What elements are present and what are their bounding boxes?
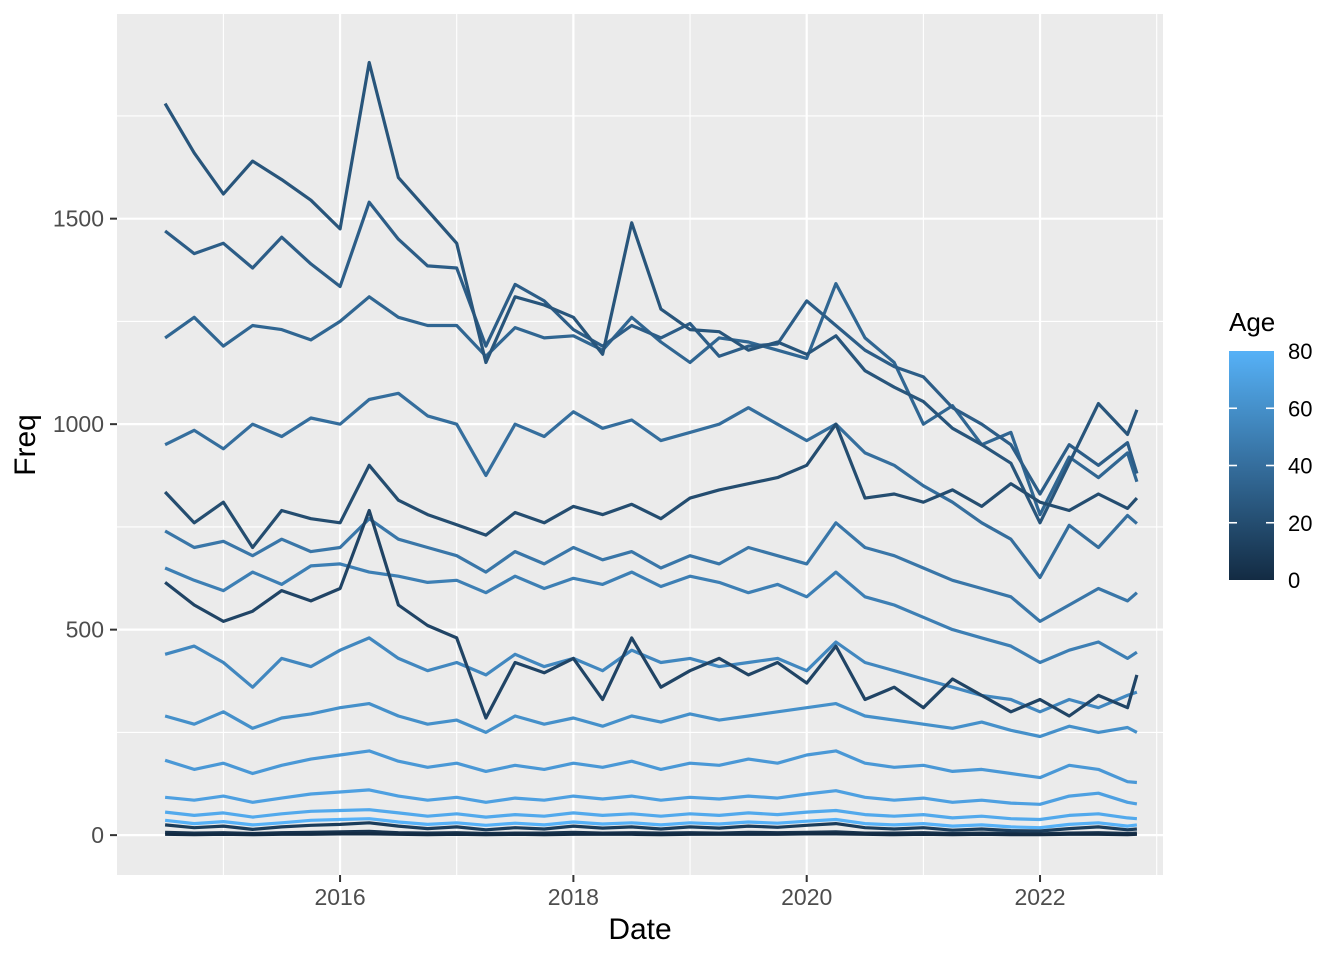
y-tick-label: 1500 (53, 206, 104, 232)
series-line-age-30 (164, 200, 1139, 496)
series-line-age-65 (164, 749, 1138, 785)
series-line-age-70 (164, 788, 1138, 806)
legend-tick-label: 20 (1288, 511, 1312, 536)
series-line-age-50 (164, 562, 1138, 665)
legend-colorbar: 0 20 40 60 80 (1229, 339, 1312, 593)
y-axis-title: Freq (9, 414, 42, 476)
x-tick-label: 2016 (314, 884, 365, 910)
y-tick-label: 1000 (53, 411, 104, 437)
x-axis-title: Date (608, 913, 672, 946)
series-line-age-20 (163, 422, 1139, 550)
axes: 2016 2018 2020 2022 0 500 1000 1500 (53, 206, 1066, 910)
series-line-age-60 (164, 701, 1138, 739)
series-line-age-80 (164, 817, 1138, 830)
legend-tick-label: 0 (1288, 568, 1300, 593)
y-tick-label: 500 (66, 617, 104, 643)
series-line-age-15 (164, 508, 1139, 720)
series-line-age-35 (164, 282, 1139, 517)
series-line-age-75 (164, 808, 1138, 822)
series-line-age-45 (164, 517, 1138, 624)
x-tick-label: 2020 (781, 884, 832, 910)
x-tick-label: 2018 (548, 884, 599, 910)
series-line-age-55 (164, 636, 1138, 714)
plot-panel (117, 14, 1163, 875)
legend-tick-label: 40 (1288, 454, 1312, 479)
series-line-age-40 (164, 391, 1138, 580)
series-line-age-25 (163, 60, 1139, 525)
legend-tick-label: 80 (1288, 339, 1312, 364)
legend-title: Age (1229, 307, 1276, 337)
series-line-age-0 (165, 832, 1137, 837)
y-tick-label: 0 (91, 822, 104, 848)
legend-tick-label: 60 (1288, 396, 1312, 421)
series-line-age-10 (164, 821, 1138, 833)
x-tick-label: 2022 (1014, 884, 1065, 910)
series-lines (163, 60, 1139, 837)
